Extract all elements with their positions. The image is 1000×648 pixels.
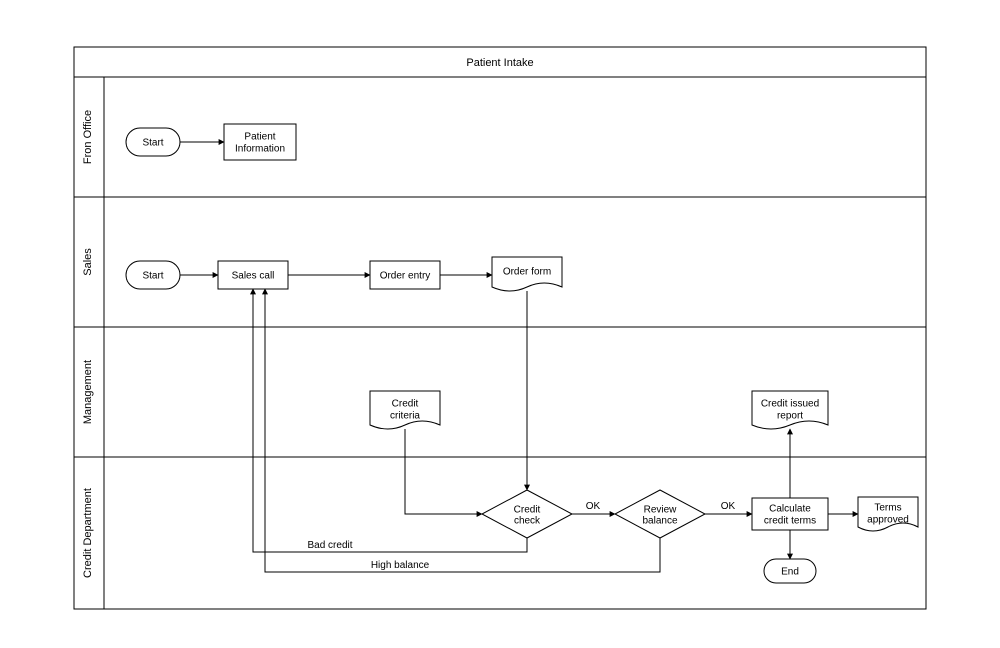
edge-creditcriteria-creditcheck: [405, 429, 482, 514]
lane-label-sales: Sales: [82, 248, 94, 276]
edge-label-badcredit: Bad credit: [307, 540, 352, 551]
review-balance-label1: Review: [644, 505, 678, 516]
edge-label-ok1: OK: [586, 501, 601, 512]
review-balance-label2: balance: [642, 516, 677, 527]
credit-report-label2: report: [777, 411, 803, 422]
edge-highbalance-salescall: [265, 289, 660, 572]
pool-title: Patient Intake: [466, 57, 533, 69]
lane-label-credit-department: Credit Department: [82, 488, 94, 578]
credit-check-label2: check: [514, 516, 541, 527]
credit-check-label1: Credit: [514, 505, 541, 516]
lane-label-fron-office: Fron Office: [82, 110, 94, 164]
start2-label: Start: [142, 271, 163, 282]
order-form-label: Order form: [503, 267, 551, 278]
edge-label-ok2: OK: [721, 501, 736, 512]
terms-approved-label1: Terms: [874, 503, 901, 514]
terms-approved-label2: approved: [867, 515, 909, 526]
start1-label: Start: [142, 138, 163, 149]
edge-label-highbalance: High balance: [371, 560, 430, 571]
credit-criteria-label2: criteria: [390, 411, 420, 422]
sales-call-label: Sales call: [232, 271, 275, 282]
calc-terms-label1: Calculate: [769, 504, 811, 515]
patient-info-label2: Information: [235, 144, 285, 155]
lane-label-management: Management: [82, 360, 94, 424]
credit-criteria-label1: Credit: [392, 399, 419, 410]
patient-info-label1: Patient: [244, 132, 275, 143]
credit-report-label1: Credit issued: [761, 399, 819, 410]
order-entry-label: Order entry: [380, 271, 431, 282]
swimlane-diagram: Patient Intake Fron Office Sales Managem…: [0, 0, 1000, 648]
end-label: End: [781, 567, 799, 578]
calc-terms-label2: credit terms: [764, 516, 816, 527]
